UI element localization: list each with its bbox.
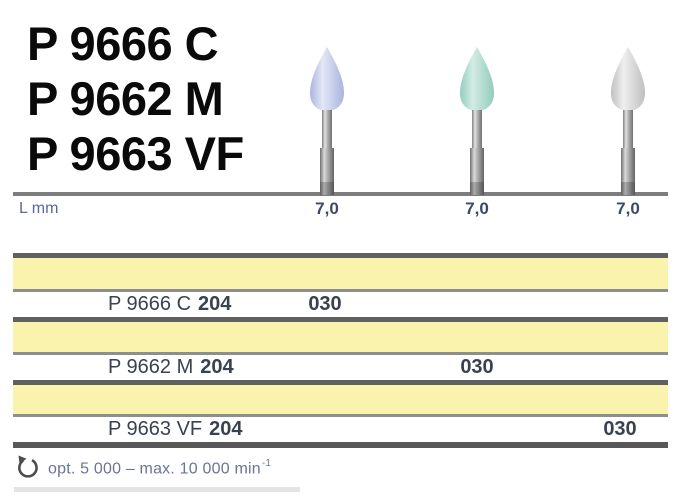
shank-code: 204 <box>198 293 232 315</box>
table-band <box>13 385 668 414</box>
row-size: 030 <box>460 356 494 378</box>
polisher-tip-icon <box>610 47 646 111</box>
product-heading-3: P 9663 VF <box>27 127 244 180</box>
polisher-shank <box>621 148 635 195</box>
table-bottom-border <box>13 442 668 448</box>
length-axis-label: L mm <box>19 200 59 217</box>
length-value-1: 7,0 <box>315 199 339 218</box>
length-value-2: 7,0 <box>465 199 489 218</box>
row-code: P 9663 VF 204 <box>108 418 243 440</box>
spec-table: P 9666 C 204 030 P 9662 M 204 030 P 9663 V… <box>13 253 668 448</box>
speed-exponent: -1 <box>261 458 272 469</box>
rotation-speed-icon <box>18 455 38 478</box>
product-heading-2: P 9662 M <box>27 72 224 125</box>
table-separator <box>13 317 668 322</box>
polisher-neck <box>472 110 482 150</box>
polisher-shank <box>470 148 484 195</box>
table-band <box>13 322 668 352</box>
polisher-tip-icon <box>309 47 345 111</box>
flame-polisher-grey-figure <box>610 47 646 195</box>
dimension-rule <box>13 192 668 196</box>
table-separator <box>13 414 668 417</box>
polisher-shank <box>320 148 334 195</box>
table-separator <box>13 380 668 385</box>
page-cutoff-bar <box>14 487 300 492</box>
row-code: P 9666 C 204 <box>108 293 232 315</box>
speed-note: opt. 5 000 – max. 10 000 min-1 <box>48 458 272 478</box>
shank-code: 204 <box>209 418 243 440</box>
polisher-tip-icon <box>459 47 495 111</box>
row-size: 030 <box>308 293 342 315</box>
table-separator <box>13 352 668 355</box>
table-top-border <box>13 253 668 258</box>
table-row: P 9663 VF 204 030 <box>13 417 668 442</box>
product-heading-1: P 9666 C <box>27 17 219 70</box>
table-separator <box>13 289 668 292</box>
flame-polisher-green-figure <box>459 47 495 195</box>
table-row: P 9666 C 204 030 <box>13 292 668 317</box>
table-row: P 9662 M 204 030 <box>13 355 668 380</box>
table-band <box>13 258 668 289</box>
polisher-neck <box>623 110 633 150</box>
shank-code: 204 <box>200 356 234 378</box>
polisher-neck <box>322 110 332 150</box>
flame-polisher-lilac-figure <box>309 47 345 195</box>
length-value-3: 7,0 <box>616 199 640 218</box>
row-code: P 9662 M 204 <box>108 356 234 378</box>
row-size: 030 <box>603 418 637 440</box>
